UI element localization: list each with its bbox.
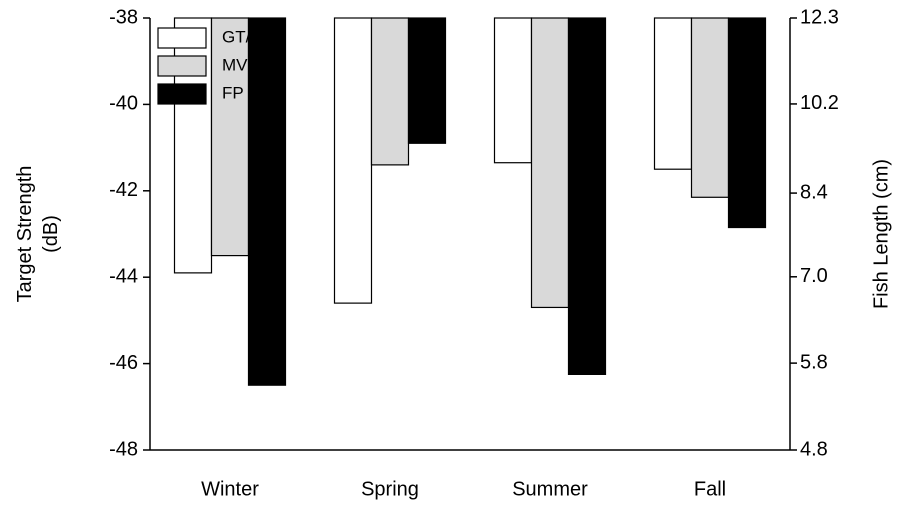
- y2-tick-label: 12.3: [800, 6, 839, 28]
- y-axis-title: Target Strength (dB): [14, 166, 62, 303]
- y2-tick-label: 4.8: [800, 438, 828, 460]
- bar: [493, 17, 533, 164]
- legend-label: MV: [222, 55, 248, 74]
- bar: [653, 17, 693, 170]
- y-tick-label: -46: [109, 352, 138, 374]
- y2-tick-label: 8.4: [800, 181, 828, 203]
- y-tick-label: -42: [109, 179, 138, 201]
- bar: [370, 17, 410, 166]
- bar: [567, 17, 607, 375]
- x-tick-label: Summer: [512, 478, 588, 500]
- legend-swatch: [157, 83, 207, 105]
- legend: GT/QB MV FP: [157, 27, 275, 105]
- legend-label: FP: [222, 83, 244, 102]
- bar: [530, 17, 570, 309]
- bar: [727, 17, 767, 229]
- legend-swatch: [157, 55, 207, 77]
- x-tick-label: Winter: [201, 478, 259, 500]
- y-tick-label: -38: [109, 6, 138, 28]
- bar: [690, 17, 730, 198]
- x-tick-label: Spring: [361, 478, 419, 500]
- legend-label: GT/QB: [222, 27, 275, 46]
- x-tick-label: Fall: [694, 478, 726, 500]
- legend-swatch: [157, 27, 207, 49]
- y-tick-label: -44: [109, 265, 138, 287]
- y-axis-title-line: Target Strength: [14, 166, 36, 303]
- bar: [407, 17, 447, 144]
- axes: [149, 18, 791, 451]
- bar: [210, 17, 250, 257]
- y2-axis-title: Fish Length (cm): [870, 159, 892, 309]
- y2-tick-label: 5.8: [800, 351, 828, 373]
- y-axis-title-line: (dB): [40, 215, 62, 253]
- y2-tick-label: 10.2: [800, 92, 839, 114]
- bar: [333, 17, 373, 304]
- bar: [247, 17, 287, 386]
- y-tick-label: -40: [109, 93, 138, 115]
- y2-tick-label: 7.0: [800, 265, 828, 287]
- y-tick-label: -48: [109, 438, 138, 460]
